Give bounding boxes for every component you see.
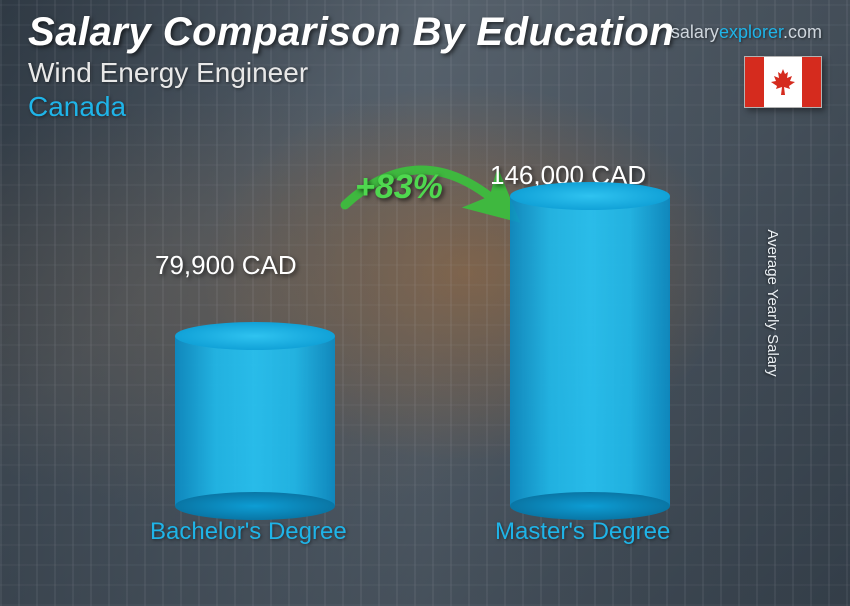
brand-label: salaryexplorer.com [671, 22, 822, 43]
bar-masters [510, 196, 670, 506]
flag-right-bar [802, 57, 821, 107]
bar-top-cap [510, 182, 670, 210]
bar-body [510, 196, 670, 506]
brand-mid: explorer [719, 22, 783, 42]
bar-chart: 79,900 CAD Bachelor's Degree 146,000 CAD… [120, 200, 730, 546]
job-title: Wind Energy Engineer [28, 57, 830, 89]
bar-body [175, 336, 335, 506]
maple-leaf-icon [771, 69, 795, 95]
flag-left-bar [745, 57, 764, 107]
flag-center [764, 57, 802, 107]
flag-icon [744, 56, 822, 108]
brand-suffix: .com [783, 22, 822, 42]
bar-value-label: 79,900 CAD [155, 250, 297, 281]
x-axis-label: Master's Degree [495, 518, 670, 546]
brand-prefix: salary [671, 22, 719, 42]
bar-bachelors [175, 336, 335, 506]
bar-bottom-cap [175, 492, 335, 520]
country-label: Canada [28, 91, 830, 123]
bar-bottom-cap [510, 492, 670, 520]
bar-top-cap [175, 322, 335, 350]
y-axis-label: Average Yearly Salary [764, 229, 781, 376]
x-axis-label: Bachelor's Degree [150, 518, 347, 546]
